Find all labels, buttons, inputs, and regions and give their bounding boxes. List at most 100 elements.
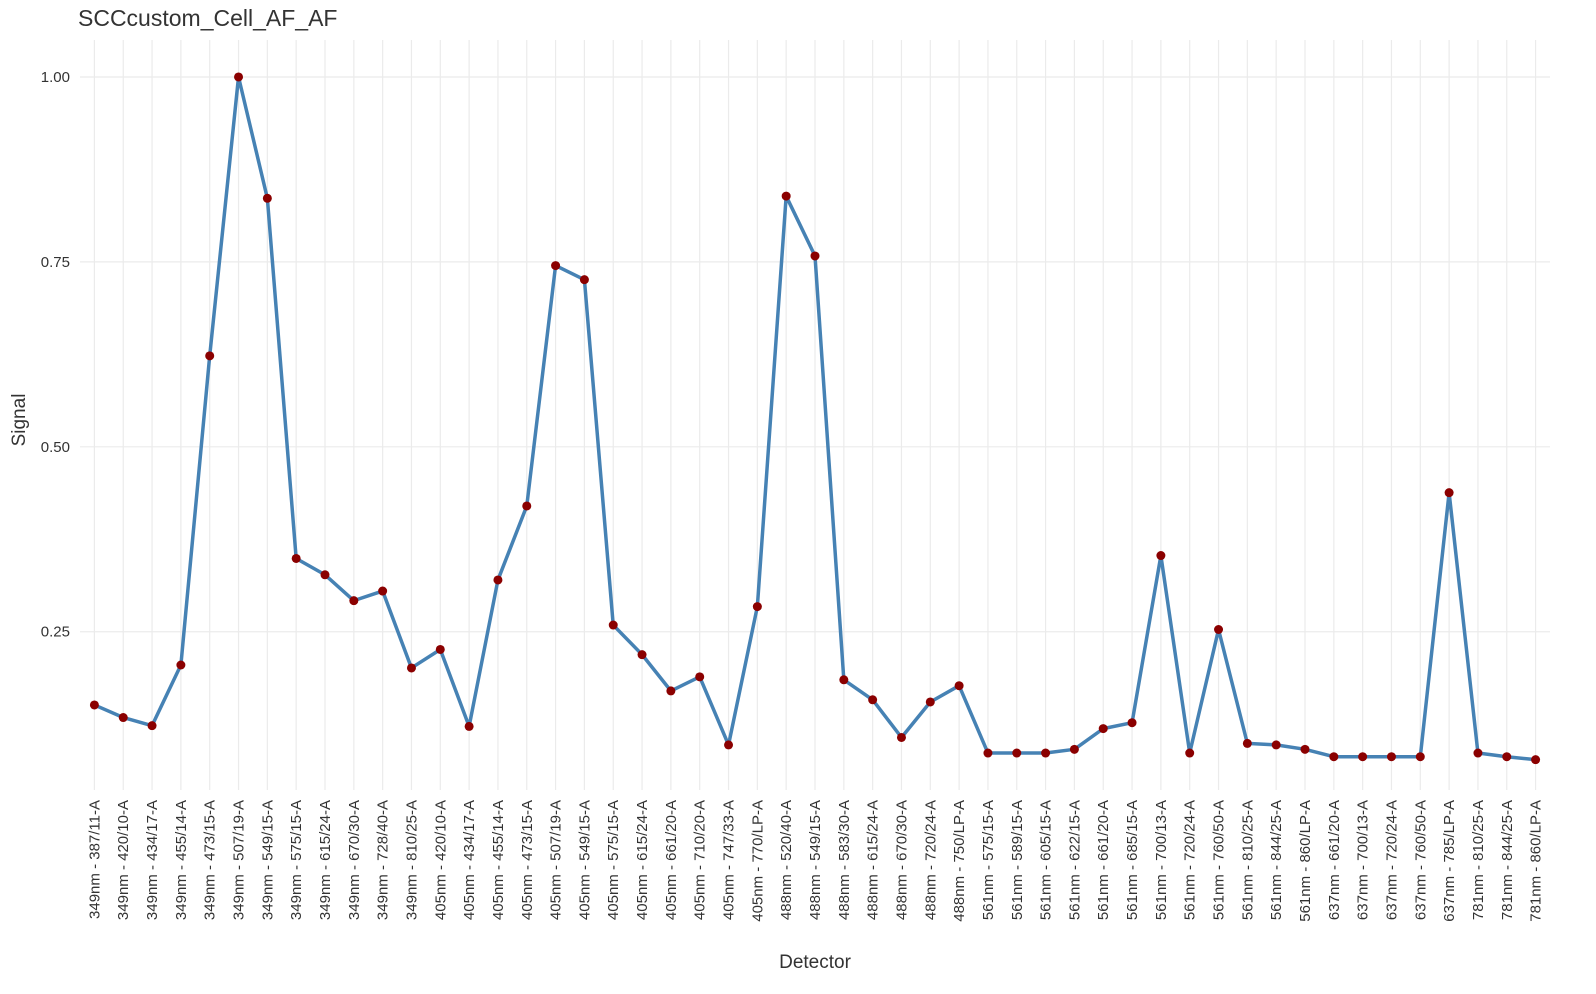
data-point — [1300, 744, 1310, 754]
data-point — [810, 251, 820, 261]
x-tick-label: 405nm - 434/17-A — [461, 800, 478, 920]
data-point — [839, 675, 849, 685]
data-point — [724, 740, 734, 750]
data-point — [262, 193, 272, 203]
data-point — [608, 620, 618, 630]
x-tick-label: 561nm - 605/15-A — [1038, 800, 1055, 920]
data-point — [1415, 752, 1425, 762]
data-point — [579, 275, 589, 285]
data-point — [752, 602, 762, 612]
x-tick-label: 349nm - 728/40-A — [375, 800, 392, 920]
x-tick-label: 349nm - 507/19-A — [231, 800, 248, 920]
data-point — [551, 261, 561, 271]
data-point — [118, 713, 128, 723]
data-point — [781, 191, 791, 201]
x-tick-label: 561nm - 720/24-A — [1182, 800, 1199, 920]
data-point — [1502, 752, 1512, 762]
x-axis-title: Detector — [779, 952, 851, 973]
data-point — [896, 732, 906, 742]
x-tick-label: 349nm - 575/15-A — [288, 800, 305, 920]
data-point — [435, 644, 445, 654]
x-tick-label: 405nm - 575/15-A — [605, 800, 622, 920]
data-point — [1156, 551, 1166, 561]
data-point — [1214, 624, 1224, 634]
data-point — [378, 586, 388, 596]
x-tick-label: 405nm - 615/24-A — [634, 800, 651, 920]
data-point — [1041, 748, 1051, 758]
data-point — [406, 663, 416, 673]
data-point — [1271, 740, 1281, 750]
x-tick-label: 349nm - 387/11-A — [86, 800, 103, 919]
data-point — [983, 748, 993, 758]
data-point — [1329, 752, 1339, 762]
x-tick-label: 637nm - 700/13-A — [1355, 800, 1372, 920]
data-point — [464, 721, 474, 731]
data-point — [320, 570, 330, 580]
data-point — [925, 697, 935, 707]
data-point — [1012, 748, 1022, 758]
x-tick-label: 488nm - 750/LP-A — [951, 800, 968, 922]
x-tick-label: 561nm - 860/LP-A — [1297, 800, 1314, 922]
x-tick-label: 561nm - 661/20-A — [1095, 800, 1112, 920]
x-tick-label: 405nm - 549/15-A — [576, 800, 593, 920]
x-tick-label: 405nm - 747/33-A — [721, 800, 738, 920]
data-point — [868, 695, 878, 705]
x-tick-label: 405nm - 770/LP-A — [749, 800, 766, 922]
x-tick-label: 488nm - 549/15-A — [807, 800, 824, 920]
chart-title: SCCcustom_Cell_AF_AF — [78, 5, 337, 31]
x-tick-label: 561nm - 575/15-A — [980, 800, 997, 920]
data-point — [147, 721, 157, 731]
data-point — [1069, 744, 1079, 754]
x-tick-label: 349nm - 455/14-A — [173, 800, 190, 920]
x-tick-label: 349nm - 473/15-A — [202, 800, 219, 920]
x-tick-label: 637nm - 760/50-A — [1412, 800, 1429, 920]
data-point — [1473, 748, 1483, 758]
x-tick-label: 637nm - 720/24-A — [1383, 800, 1400, 920]
data-point — [1185, 748, 1195, 758]
data-point — [522, 501, 532, 511]
data-point — [1098, 724, 1108, 734]
data-point — [234, 72, 244, 82]
x-tick-label: 349nm - 434/17-A — [144, 800, 161, 920]
y-tick-label: 1.00 — [41, 69, 70, 86]
data-point — [1386, 752, 1396, 762]
x-tick-label: 488nm - 583/30-A — [836, 800, 853, 920]
y-tick-label: 0.75 — [41, 254, 70, 271]
x-tick-label: 488nm - 520/40-A — [778, 800, 795, 920]
data-point — [1127, 718, 1137, 728]
data-point — [176, 660, 186, 670]
data-point — [1444, 488, 1454, 498]
x-tick-label: 405nm - 710/20-A — [692, 800, 709, 920]
x-tick-label: 488nm - 615/24-A — [865, 800, 882, 920]
x-tick-label: 637nm - 785/LP-A — [1441, 800, 1458, 922]
x-tick-label: 349nm - 615/24-A — [317, 800, 334, 920]
x-tick-label: 561nm - 622/15-A — [1066, 800, 1083, 920]
x-tick-label: 561nm - 589/15-A — [1009, 800, 1026, 920]
x-tick-label: 561nm - 685/15-A — [1124, 800, 1141, 920]
data-point — [291, 553, 301, 563]
x-tick-label: 561nm - 844/25-A — [1268, 800, 1285, 920]
data-point — [89, 700, 99, 710]
x-tick-label: 637nm - 661/20-A — [1326, 800, 1343, 920]
x-tick-label: 488nm - 670/30-A — [893, 800, 910, 920]
data-point — [1531, 755, 1541, 765]
x-tick-label: 488nm - 720/24-A — [922, 800, 939, 920]
data-point — [1358, 752, 1368, 762]
y-axis-title: Signal — [9, 394, 30, 447]
data-point — [695, 672, 705, 682]
x-tick-label: 561nm - 700/13-A — [1153, 800, 1170, 920]
x-tick-label: 405nm - 507/19-A — [548, 800, 565, 920]
x-tick-label: 781nm - 844/25-A — [1499, 800, 1516, 920]
y-tick-label: 0.50 — [41, 439, 70, 456]
data-point — [1242, 738, 1252, 748]
data-point — [637, 650, 647, 660]
x-tick-label: 781nm - 810/25-A — [1470, 800, 1487, 920]
data-point — [349, 596, 359, 606]
x-tick-label: 561nm - 760/50-A — [1211, 800, 1228, 920]
data-point — [205, 351, 215, 361]
data-point — [666, 686, 676, 696]
data-point — [954, 681, 964, 691]
x-tick-label: 405nm - 420/10-A — [432, 800, 449, 920]
data-point — [493, 575, 503, 585]
